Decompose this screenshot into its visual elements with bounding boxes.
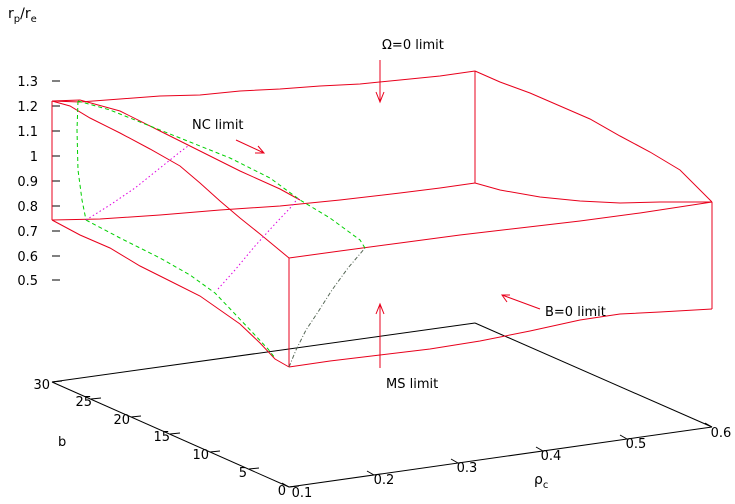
nc-limit-label: NC limit [192, 118, 244, 133]
ms-limit-label: MS limit [386, 377, 438, 392]
x-tick-label: 0.6 [711, 426, 732, 441]
x-tick-marks [281, 422, 713, 488]
x-tick-label: 0.2 [374, 473, 395, 488]
nc-limit-curves [76, 100, 366, 359]
z-tick-label: 1.3 [17, 75, 38, 90]
b0-arrow-icon [501, 294, 541, 310]
z-tick-label: 0.7 [17, 225, 38, 240]
z-tick-label: 0.5 [17, 274, 38, 289]
nc-arrow-icon [235, 139, 266, 154]
front-box-bottom [288, 308, 713, 368]
contour-lines [85, 145, 299, 290]
ms-arrow-icon [375, 302, 385, 368]
x-axis-line [288, 426, 713, 488]
x-axis-label: ρc [534, 472, 548, 491]
base-right-line [474, 322, 713, 428]
contour-right [217, 197, 299, 290]
top-front-edge [51, 70, 476, 103]
y-tick-label: 15 [153, 430, 170, 445]
z-axis-label: rp/re [8, 6, 37, 25]
contour-left [85, 145, 189, 221]
y-tick-label: 10 [192, 448, 209, 463]
x-tick-label: 0.5 [626, 437, 647, 452]
omega-limit-label: Ω=0 limit [382, 38, 444, 53]
annotations: Ω=0 limit NC limit B=0 limit MS limit [192, 38, 606, 392]
nc-curve-lower [85, 219, 276, 359]
x-tick-label: 0.3 [457, 461, 478, 476]
z-tick-label: 1 [30, 150, 38, 165]
z-tick-marks [52, 80, 60, 281]
z-tick-label: 1.2 [17, 100, 38, 115]
x-tick-label: 0.1 [292, 486, 313, 501]
surface-edges [51, 70, 713, 368]
z-tick-label: 0.9 [17, 175, 38, 190]
top-right-edge [474, 70, 713, 203]
z-tick-label: 0.6 [17, 250, 38, 265]
y-tick-label: 0 [278, 484, 286, 499]
bottom-right-edge [474, 182, 712, 204]
z-tick-label: 0.8 [17, 200, 38, 215]
x-tick-labels: 0.1 0.2 0.3 0.4 0.5 0.6 [292, 426, 732, 501]
y-axis-line [51, 381, 290, 488]
front-box-top [288, 201, 713, 259]
z-tick-labels: 0.5 0.6 0.7 0.8 0.9 1 1.1 1.2 1.3 [17, 75, 38, 289]
base-back-line [51, 322, 476, 383]
y-tick-label: 5 [239, 466, 247, 481]
mid-back-edge [51, 182, 476, 221]
y-tick-labels: 0 5 10 15 20 25 30 [33, 378, 286, 499]
ms-limit-curve [288, 247, 366, 368]
lower-front-curve [51, 219, 290, 368]
x-tick-label: 0.4 [541, 449, 562, 464]
y-tick-marks [51, 380, 300, 488]
omega-arrow-icon [375, 60, 385, 104]
upper-ridge [51, 99, 301, 201]
y-tick-label: 20 [113, 413, 130, 428]
y-axis-label: b [58, 435, 66, 450]
y-tick-label: 25 [75, 395, 92, 410]
z-tick-label: 1.1 [17, 125, 38, 140]
nc-curve-upper [77, 100, 366, 249]
b0-limit-label: B=0 limit [545, 305, 606, 320]
diagonal-ridge [51, 100, 290, 259]
base-axes [51, 322, 713, 488]
y-tick-label: 30 [33, 378, 50, 393]
nc-curve-left [76, 100, 87, 221]
